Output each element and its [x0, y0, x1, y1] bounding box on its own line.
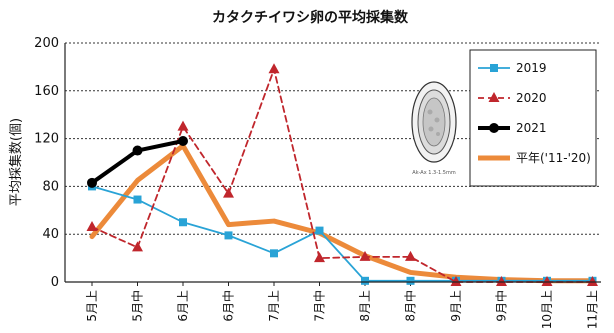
- chart-title: カタクチイワシ卵の平均採集数: [212, 9, 409, 26]
- x-tick-label: 8月上: [358, 290, 372, 322]
- data-point: [132, 145, 143, 156]
- data-point: [179, 218, 187, 227]
- y-tick-label: 200: [34, 36, 59, 51]
- data-point: [87, 177, 97, 188]
- y-tick-label: 40: [42, 227, 59, 242]
- y-tick-label: 80: [42, 179, 59, 194]
- data-point: [359, 250, 371, 261]
- y-axis-ticks: 0 40 80 120 160 200: [34, 36, 59, 290]
- legend-label: 2020: [516, 91, 547, 105]
- x-tick-label: 11月上: [586, 290, 600, 329]
- data-point: [314, 252, 325, 263]
- data-point: [405, 250, 416, 261]
- x-tick-label: 5月上: [85, 290, 99, 322]
- legend-label: 2021: [516, 121, 547, 135]
- series-2019: [88, 182, 597, 285]
- data-point: [177, 120, 189, 131]
- x-tick-label: 9月上: [449, 290, 463, 322]
- data-point: [315, 226, 324, 235]
- x-tick-label: 7月上: [267, 290, 281, 322]
- legend-label: 平年('11-'20): [516, 151, 591, 165]
- data-point: [268, 63, 280, 74]
- data-point: [406, 276, 415, 285]
- legend-marker: [488, 92, 500, 102]
- y-tick-label: 0: [51, 275, 59, 290]
- data-point: [178, 135, 188, 146]
- x-axis-ticks: 5月上 5月中 6月上 6月中 7月上 7月中 8月上 8月中 9月上 9月中 10月上 11月上: [85, 282, 600, 329]
- y-tick-label: 160: [34, 84, 59, 99]
- series-2021: [87, 135, 188, 188]
- legend-marker: [489, 123, 499, 133]
- egg-illustration-icon: Ak-Ax 1.3-1.5mm: [411, 81, 457, 176]
- series-平年('11-'20): [89, 143, 595, 284]
- x-tick-label: 8月中: [403, 290, 418, 322]
- egg-caption: Ak-Ax 1.3-1.5mm: [412, 170, 456, 176]
- legend-marker: [490, 64, 498, 72]
- data-point: [133, 195, 142, 204]
- y-tick-label: 120: [34, 132, 59, 147]
- data-point: [132, 241, 143, 252]
- series-line-平年('11-'20): [89, 143, 595, 284]
- series-line-2019: [91, 185, 594, 282]
- x-tick-label: 9月中: [494, 290, 509, 322]
- data-point: [496, 276, 507, 286]
- axes: [64, 43, 601, 283]
- legend-label: 2019: [516, 61, 547, 75]
- legend-box: [469, 49, 597, 187]
- data-point: [223, 187, 234, 198]
- x-tick-label: 6月上: [176, 290, 190, 322]
- x-tick-label: 6月中: [221, 290, 236, 322]
- data-point: [450, 276, 462, 286]
- y-axis-label: 平均採集数(個): [8, 118, 24, 206]
- x-tick-label: 7月中: [312, 290, 327, 322]
- data-point: [361, 276, 369, 285]
- x-tick-label: 5月中: [130, 290, 145, 322]
- grid-lines: [65, 42, 601, 235]
- data-point: [224, 231, 233, 240]
- data-point: [86, 221, 98, 232]
- legend: 2019 2020 2021 平年('11-'20): [469, 49, 597, 187]
- data-point: [270, 249, 278, 258]
- x-tick-label: 10月上: [540, 290, 554, 329]
- data-point: [587, 276, 598, 286]
- data-point: [541, 276, 553, 286]
